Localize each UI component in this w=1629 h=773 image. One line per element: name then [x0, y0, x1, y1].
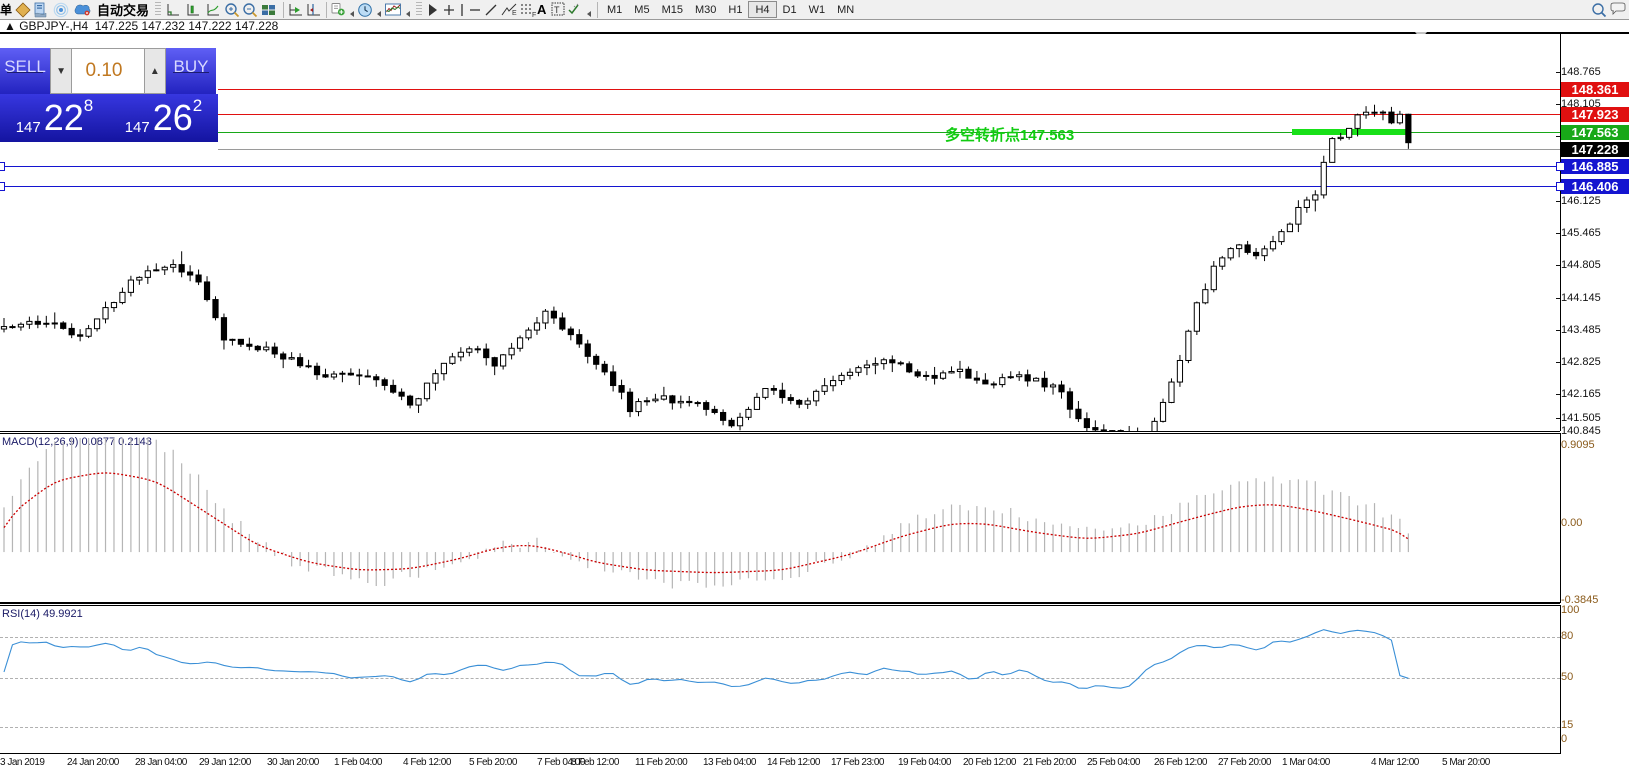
svg-text:单: 单: [0, 2, 12, 17]
svg-text:A: A: [537, 2, 547, 17]
svg-text:T: T: [554, 5, 560, 15]
svg-text:F: F: [532, 12, 536, 18]
svg-text:E: E: [512, 10, 517, 17]
